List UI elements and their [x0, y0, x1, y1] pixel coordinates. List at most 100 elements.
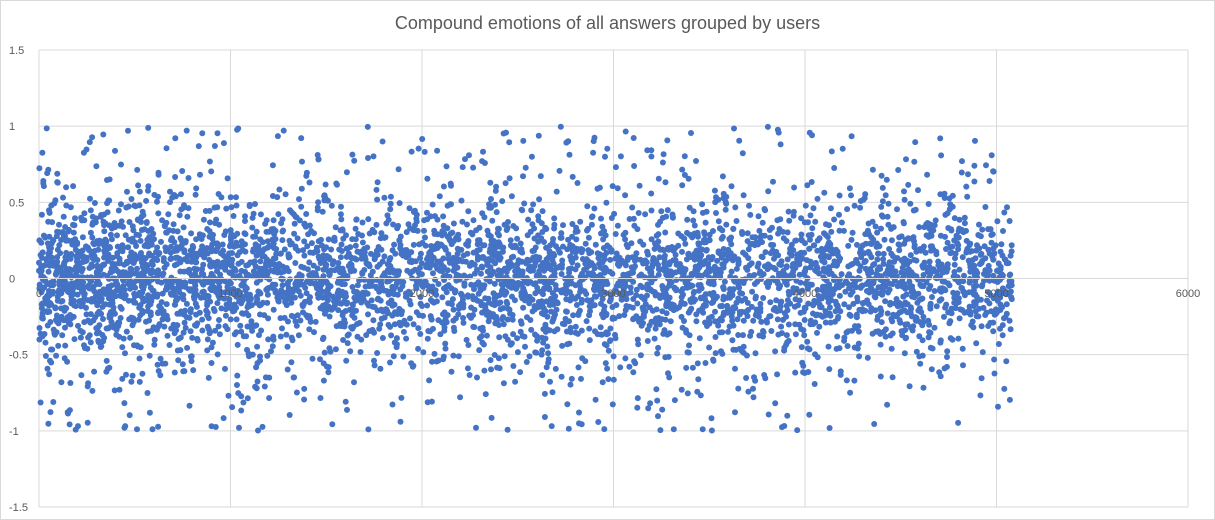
scatter-point	[1008, 282, 1015, 289]
scatter-point	[486, 249, 493, 255]
scatter-point	[54, 179, 61, 186]
scatter-point	[375, 296, 382, 303]
scatter-point	[132, 299, 139, 306]
scatter-point	[145, 183, 152, 190]
scatter-point	[578, 375, 584, 382]
scatter-point	[765, 411, 772, 418]
scatter-point	[286, 412, 293, 418]
scatter-point	[802, 280, 809, 287]
scatter-point	[644, 147, 651, 154]
scatter-point	[772, 348, 779, 355]
scatter-point	[259, 253, 266, 260]
scatter-point	[71, 336, 78, 343]
scatter-point	[655, 315, 662, 321]
scatter-point	[182, 324, 189, 331]
scatter-point	[47, 409, 54, 416]
scatter-point	[177, 347, 184, 354]
scatter-point	[124, 188, 130, 195]
scatter-point	[417, 294, 424, 300]
scatter-point	[553, 306, 560, 313]
scatter-point	[250, 210, 257, 217]
scatter-point	[370, 317, 377, 324]
scatter-point	[255, 243, 262, 250]
scatter-point	[898, 279, 905, 286]
scatter-point	[882, 333, 889, 340]
scatter-point	[539, 208, 546, 215]
scatter-point	[548, 423, 555, 430]
scatter-point	[767, 313, 774, 320]
scatter-point	[599, 379, 606, 386]
scatter-point	[119, 269, 126, 276]
scatter-point	[627, 270, 634, 276]
scatter-point	[315, 156, 322, 163]
scatter-point	[820, 274, 827, 281]
scatter-point	[202, 294, 209, 301]
scatter-point	[300, 309, 306, 316]
scatter-point	[880, 287, 886, 294]
scatter-point	[340, 235, 347, 242]
scatter-point	[666, 261, 673, 268]
scatter-point	[585, 270, 592, 277]
scatter-point	[93, 215, 100, 222]
scatter-point	[556, 167, 563, 174]
scatter-point	[322, 195, 329, 202]
scatter-point	[959, 285, 965, 292]
scatter-point	[508, 193, 515, 200]
scatter-point	[323, 261, 330, 268]
scatter-point	[163, 301, 170, 308]
scatter-point	[990, 256, 997, 263]
scatter-point	[637, 282, 644, 289]
scatter-point	[167, 188, 173, 195]
scatter-point	[988, 239, 995, 246]
scatter-point	[917, 360, 924, 367]
scatter-point	[659, 406, 666, 413]
scatter-point	[919, 262, 926, 269]
scatter-point	[539, 302, 546, 308]
scatter-point	[172, 135, 179, 142]
scatter-point	[903, 291, 910, 298]
scatter-point	[777, 299, 784, 306]
scatter-point	[740, 332, 746, 339]
scatter-point	[836, 211, 842, 218]
scatter-point	[896, 242, 903, 249]
scatter-point	[620, 285, 627, 292]
scatter-point	[376, 288, 383, 295]
scatter-point	[70, 183, 77, 190]
scatter-point	[182, 238, 189, 244]
scatter-point	[158, 238, 164, 245]
scatter-point	[40, 232, 47, 239]
scatter-point	[911, 158, 918, 165]
scatter-point	[273, 250, 280, 257]
scatter-point	[767, 234, 774, 241]
scatter-point	[708, 427, 715, 434]
scatter-point	[452, 265, 459, 272]
scatter-point	[828, 228, 835, 235]
scatter-point	[431, 350, 438, 357]
scatter-point	[349, 284, 356, 290]
scatter-point	[317, 356, 323, 363]
scatter-point	[246, 201, 253, 208]
scatter-point	[106, 291, 113, 297]
scatter-point	[954, 299, 961, 306]
scatter-point	[418, 260, 425, 267]
scatter-point	[630, 369, 637, 376]
scatter-point	[272, 227, 279, 234]
scatter-point	[41, 277, 48, 284]
scatter-point	[886, 259, 893, 266]
scatter-point	[253, 252, 260, 259]
scatter-point	[931, 324, 938, 331]
scatter-point	[193, 236, 200, 243]
scatter-point	[251, 322, 258, 329]
scatter-point	[821, 189, 828, 196]
scatter-point	[604, 145, 611, 152]
scatter-point	[121, 400, 128, 407]
scatter-point	[563, 281, 569, 288]
scatter-point	[359, 270, 366, 277]
scatter-point	[119, 344, 126, 351]
scatter-point	[925, 201, 932, 207]
scatter-point	[584, 227, 590, 234]
scatter-point	[400, 320, 407, 327]
scatter-point	[802, 265, 809, 272]
scatter-point	[937, 191, 944, 198]
scatter-point	[86, 332, 93, 339]
